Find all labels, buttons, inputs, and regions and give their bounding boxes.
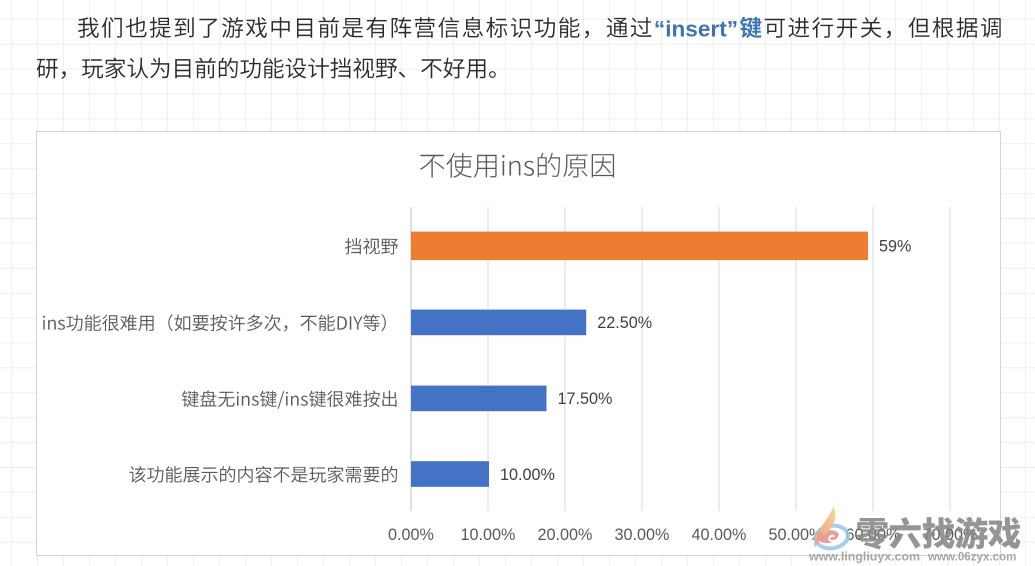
svg-text:0.00%: 0.00% [388,526,434,544]
svg-text:17.50%: 17.50% [558,390,613,408]
svg-text:10.00%: 10.00% [461,526,516,544]
svg-text:59%: 59% [879,238,911,256]
svg-text:www.06zyx.com: www.06zyx.com [927,551,1017,564]
svg-text:60.00%: 60.00% [846,526,901,544]
svg-text:30.00%: 30.00% [615,526,670,544]
svg-text:10.00%: 10.00% [500,466,555,484]
svg-text:40.00%: 40.00% [692,526,747,544]
svg-text:“insert”: “insert” [654,16,738,41]
svg-text:20.00%: 20.00% [538,526,593,544]
svg-text:www.lingliuyx.com: www.lingliuyx.com [808,550,920,564]
svg-text:22.50%: 22.50% [597,314,652,332]
svg-text:50.00%: 50.00% [769,526,824,544]
